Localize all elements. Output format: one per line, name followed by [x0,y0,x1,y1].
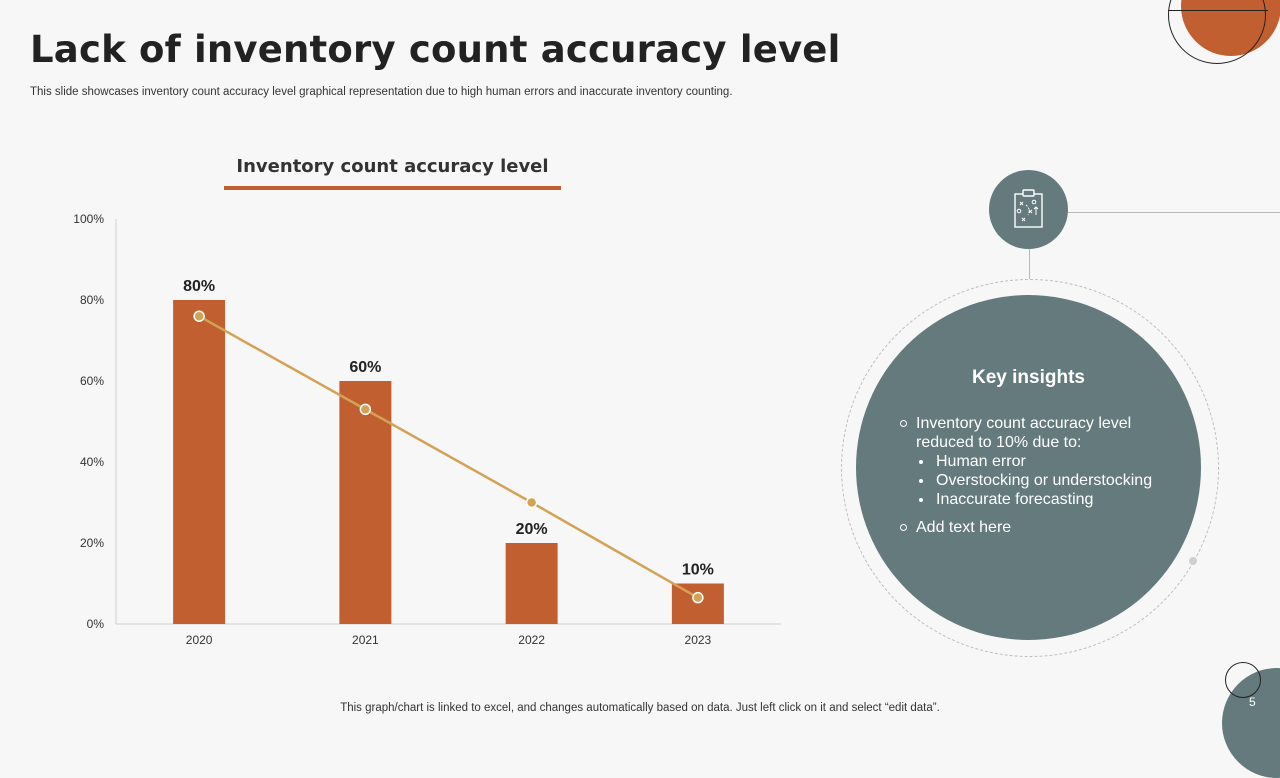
data-label: 10% [682,562,714,579]
x-tick-label: 2021 [352,633,379,647]
ring-dot [1189,557,1197,565]
decorative-line [1168,10,1268,11]
y-tick-label: 60% [80,374,104,388]
chart-title: Inventory count accuracy level [236,156,549,177]
page-corner-ring [1225,662,1261,698]
connector-line-vertical [1029,249,1030,279]
trend-point [692,591,704,604]
circle-bullet-icon [900,524,907,531]
insight-sub-item: Human error [916,452,1190,471]
trend-point [525,496,538,509]
clipboard-strategy-icon [1014,189,1043,228]
connector-line [1068,212,1280,213]
footer-note: This graph/chart is linked to excel, and… [340,702,940,714]
trend-point [193,310,205,322]
y-tick-label: 100% [73,212,104,226]
insight-sub-text: Overstocking or understocking [936,472,1153,489]
key-insights-panel: Key insights Inventory count accuracy le… [856,295,1201,640]
insight-item: Add text here [900,518,1190,537]
x-tick-label: 2020 [186,633,213,647]
page-number: 5 [1249,695,1256,709]
bullet-icon [919,460,923,464]
x-tick-label: 2023 [685,633,712,647]
insights-list: Inventory count accuracy level reduced t… [900,414,1190,546]
key-insights-title: Key insights [972,367,1085,388]
insight-item: Inventory count accuracy level reduced t… [900,414,1190,509]
data-label: 80% [183,278,215,295]
y-tick-label: 80% [80,293,104,307]
icon-badge [989,170,1068,249]
chart-title-underline [224,186,561,190]
circle-bullet-icon [900,420,907,427]
bar [173,300,226,624]
bullet-icon [919,479,923,483]
data-label: 60% [349,359,381,376]
insight-text: Add text here [916,519,1012,536]
bar [671,583,724,624]
slide-title: Lack of inventory count accuracy level [30,28,841,71]
bar [505,543,558,624]
y-tick-label: 40% [80,455,104,469]
slide-subtitle: This slide showcases inventory count acc… [30,86,733,98]
bar-chart[interactable]: 0% 20% 40% 60% 80% 100% 80% 2020 60% 2021 20% 2022 1… [0,0,820,660]
y-tick-label: 0% [87,617,105,631]
insight-sub-item: Overstocking or understocking [916,471,1190,490]
insight-sub-text: Human error [936,453,1026,470]
insight-sub-text: Inaccurate forecasting [936,491,1094,508]
insight-text: Inventory count accuracy level reduced t… [916,415,1132,451]
trend-point [359,403,372,416]
y-tick-label: 20% [80,536,104,550]
bar [339,381,392,624]
x-tick-label: 2022 [518,633,545,647]
dashed-ring [841,279,1219,657]
trend-line [198,315,699,599]
bullet-icon [919,498,923,502]
data-label: 20% [516,521,548,538]
insight-sub-item: Inaccurate forecasting [916,490,1190,509]
